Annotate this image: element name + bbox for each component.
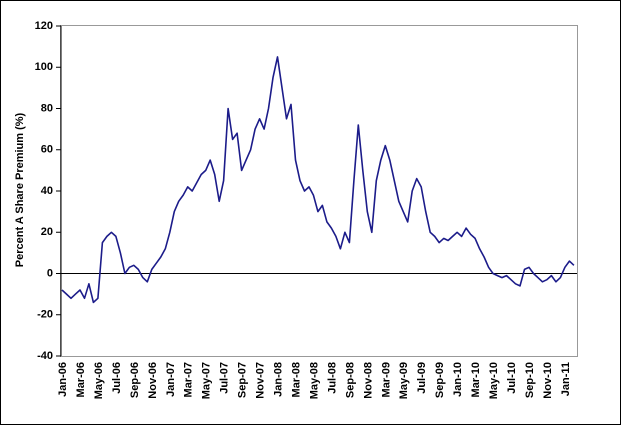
x-tick-label: Jul-08	[326, 362, 338, 394]
x-tick-label: Sep-09	[434, 362, 446, 398]
x-tick-label: Jul-09	[416, 362, 428, 394]
x-tick-label: Nov-08	[362, 362, 374, 399]
x-tick-label: Nov-07	[255, 362, 267, 399]
x-tick-label: Mar-07	[183, 362, 195, 397]
x-tick-label: Sep-06	[129, 362, 141, 398]
x-tick-label: Jan-10	[452, 362, 464, 397]
y-tick-label: 40	[41, 185, 53, 197]
x-tick-label: Mar-08	[290, 362, 302, 397]
y-tick-label: 20	[41, 226, 53, 238]
y-tick-label: 60	[41, 144, 53, 156]
y-tick-label: 80	[41, 102, 53, 114]
x-tick-label: Jan-08	[273, 362, 285, 397]
x-tick-label: Mar-09	[380, 362, 392, 397]
x-tick-label: Nov-06	[147, 362, 159, 399]
x-tick-label: Jul-10	[506, 362, 518, 394]
x-tick-label: Sep-08	[344, 362, 356, 398]
x-tick-label: Sep-10	[524, 362, 536, 398]
x-tick-label: Mar-06	[75, 362, 87, 397]
x-tick-label: May-07	[201, 362, 213, 399]
x-tick-label: May-09	[398, 362, 410, 399]
x-tick-label: May-08	[308, 362, 320, 399]
x-tick-label: May-10	[488, 362, 500, 399]
data-line	[61, 56, 575, 304]
x-tick-label: Jan-07	[165, 362, 177, 397]
y-tick-label: -20	[37, 309, 53, 321]
y-tick-label: 100	[35, 61, 53, 73]
x-tick-label: Nov-10	[542, 362, 554, 399]
x-tick-label: Mar-10	[470, 362, 482, 397]
x-tick-label: May-06	[93, 362, 105, 399]
x-tick-label: Sep-07	[237, 362, 249, 398]
y-tick-label: -40	[37, 350, 53, 362]
x-tick-label: Jan-11	[560, 362, 572, 396]
y-axis-title: Percent A Share Premium (%)	[14, 112, 26, 267]
y-tick-label: 0	[47, 267, 53, 279]
x-tick-label: Jul-06	[111, 362, 123, 394]
y-tick-label: 120	[35, 20, 53, 32]
x-tick-label: Jul-07	[219, 362, 231, 394]
x-tick-label: Jan-06	[57, 362, 69, 397]
